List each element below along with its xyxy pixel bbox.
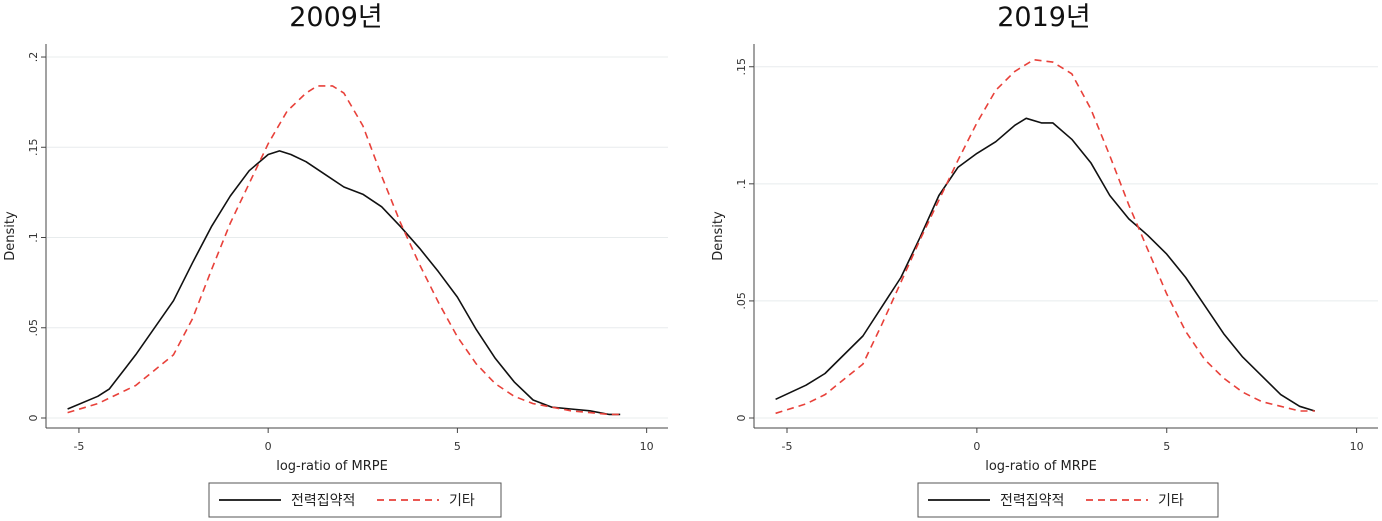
series-line-other [67, 85, 621, 416]
legend-label-intensive: 전력집약적 [1000, 493, 1064, 509]
chart-title: 2009년 [289, 2, 383, 33]
series-line-intensive [67, 150, 621, 416]
x-tick-label: -5 [782, 440, 793, 453]
y-axis-label: Density [3, 211, 18, 261]
y-tick-label: .2 [27, 52, 40, 63]
legend-label-other: 기타 [1158, 493, 1184, 509]
y-tick-label: .15 [735, 58, 748, 76]
y-tick-label: .15 [27, 139, 40, 157]
y-tick-label: .1 [735, 179, 748, 190]
x-tick-label: 0 [265, 440, 272, 453]
series-line-other [775, 58, 1315, 415]
y-tick-label: .05 [27, 319, 40, 337]
x-tick-label: 0 [973, 440, 980, 453]
x-axis-label: log-ratio of MRPE [985, 459, 1097, 474]
x-axis-label: log-ratio of MRPE [276, 459, 388, 474]
y-tick-label: 0 [27, 415, 40, 422]
x-tick-label: -5 [73, 440, 84, 453]
x-tick-label: 10 [1350, 440, 1364, 453]
x-tick-label: 5 [1163, 440, 1170, 453]
legend-label-intensive: 전력집약적 [291, 493, 355, 509]
legend-label-other: 기타 [449, 493, 475, 509]
x-tick-label: 5 [454, 440, 461, 453]
chart-title: 2019년 [997, 2, 1091, 33]
y-tick-label: .05 [735, 292, 748, 310]
y-tick-label: 0 [735, 415, 748, 422]
x-tick-label: 10 [640, 440, 654, 453]
y-tick-label: .1 [27, 232, 40, 243]
series-line-intensive [775, 117, 1316, 412]
y-axis-label: Density [711, 211, 726, 261]
